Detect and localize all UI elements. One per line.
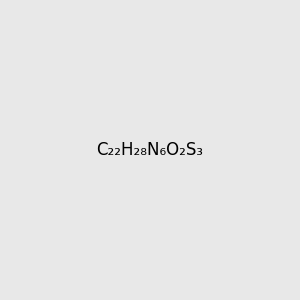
Text: C₂₂H₂₈N₆O₂S₃: C₂₂H₂₈N₆O₂S₃ (97, 141, 203, 159)
